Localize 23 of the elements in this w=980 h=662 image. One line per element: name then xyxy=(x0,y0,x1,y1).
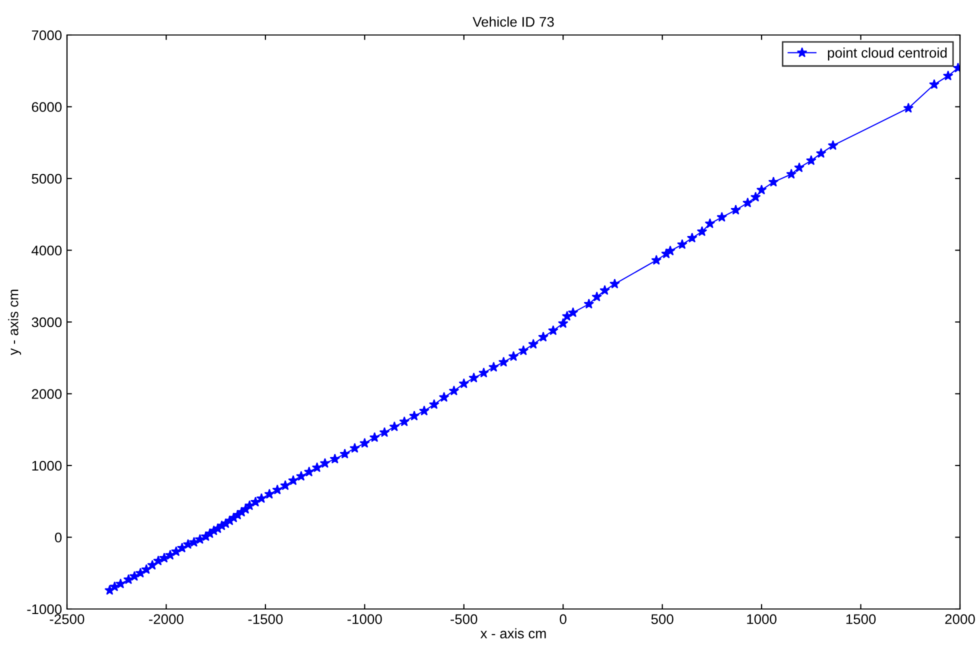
x-tick-label: -2500 xyxy=(50,614,84,624)
y-axis-title: y - axis cm xyxy=(8,290,22,356)
x-tick-label: 1000 xyxy=(747,614,776,624)
legend-label: point cloud centroid xyxy=(828,48,947,60)
x-tick-label: -1000 xyxy=(348,614,382,624)
x-tick-label: 500 xyxy=(651,614,674,624)
x-tick-label: 1500 xyxy=(846,614,876,624)
x-tick-label: -2000 xyxy=(149,614,184,624)
x-tick-label: -1500 xyxy=(248,614,283,624)
y-tick-label: 7000 xyxy=(32,30,62,40)
y-tick-label: 2000 xyxy=(32,389,62,399)
x-tick-label: -500 xyxy=(450,614,478,624)
y-tick-label: 5000 xyxy=(32,174,62,184)
y-tick-label: 4000 xyxy=(32,246,62,256)
y-tick-label: 1000 xyxy=(32,460,62,471)
x-axis-title: x - axis cm xyxy=(480,628,546,638)
chart-title: Vehicle ID 73 xyxy=(472,16,554,27)
x-tick-label: 2000 xyxy=(945,614,975,624)
x-tick-label: 0 xyxy=(560,614,566,624)
y-tick-label: 3000 xyxy=(32,317,62,328)
y-tick-label: -1000 xyxy=(27,604,62,614)
y-tick-label: 6000 xyxy=(32,102,62,112)
y-tick-label: 0 xyxy=(54,532,62,542)
